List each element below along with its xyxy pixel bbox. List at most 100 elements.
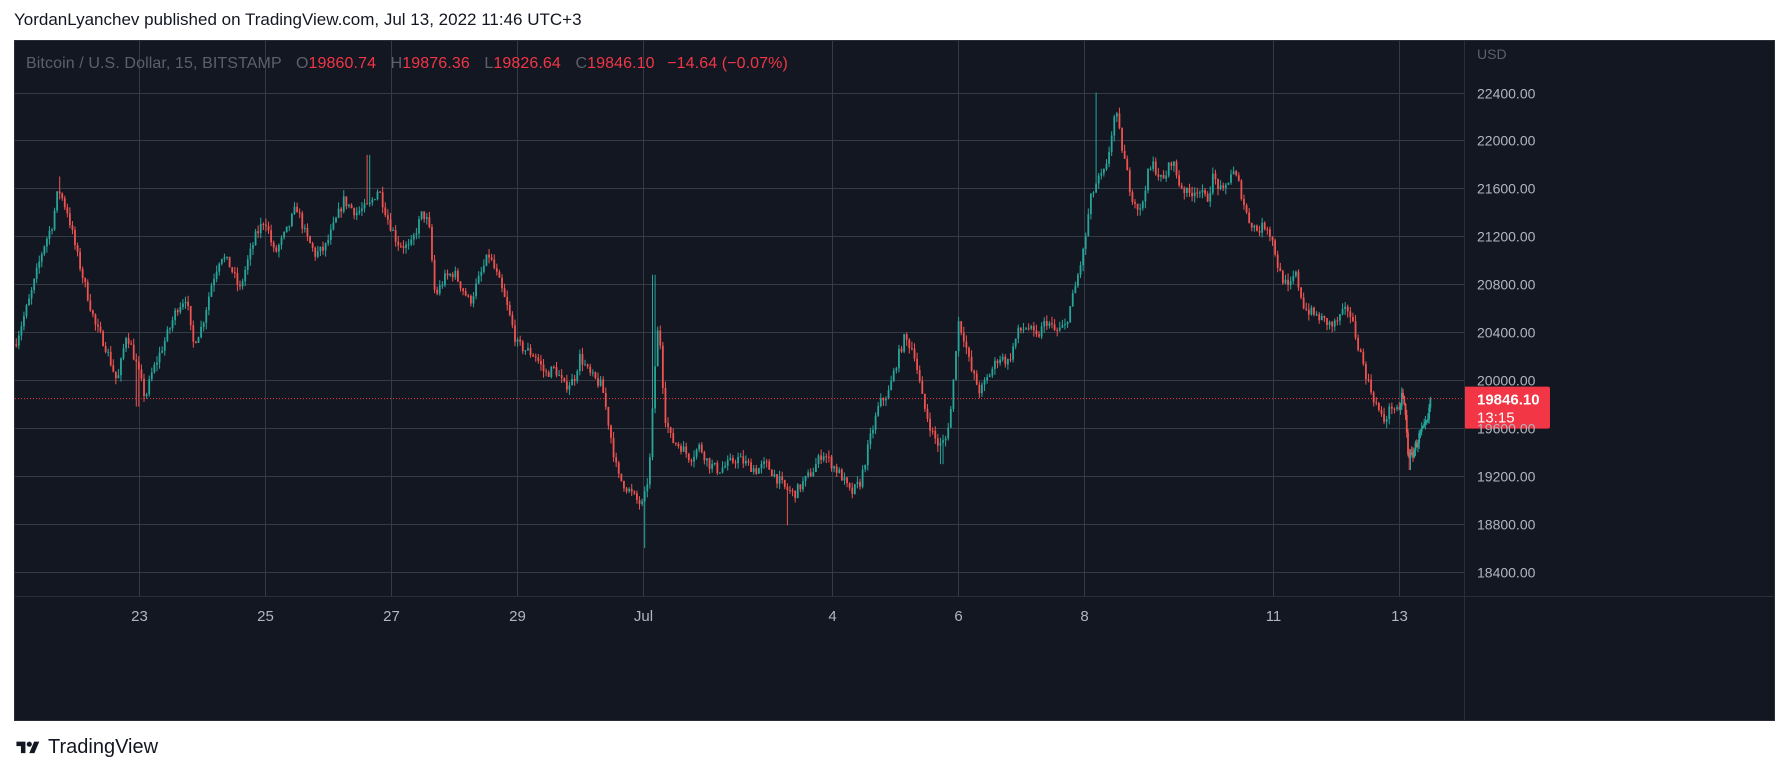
candle-body [633,491,636,494]
candle-body [194,341,197,343]
candle-body [571,379,573,386]
candle-body [1074,285,1077,294]
candle-body [807,472,810,476]
candle-body [949,408,952,428]
time-tick-label: 25 [257,608,274,625]
candle-body [272,242,275,248]
candle-body [1276,254,1279,268]
candle-body [30,290,33,299]
candle-body [996,360,999,363]
candle-body [1284,279,1287,284]
candle-body [415,233,418,235]
candle-body [1409,452,1412,459]
candle-body [1245,205,1248,213]
candle-body [1123,150,1126,159]
candle-body [768,461,771,470]
candle-body [830,456,833,469]
chart-panel[interactable]: 19846.10 13:15 18400.00 18800.00 19200.00 19… [14,40,1775,721]
candle-body [1227,182,1230,185]
candle-body [1136,203,1139,210]
candle-body [918,369,921,382]
candle-body [994,360,996,369]
time-tick-label: 13 [1391,608,1408,625]
candle-body [257,231,260,234]
grid-lines [15,41,1464,596]
candle-body [713,462,716,465]
candle-body [1141,201,1144,209]
candle-body [685,446,688,454]
candle-body [17,335,20,346]
candle-body [872,429,874,434]
candle-body [1292,275,1295,282]
candle-body [981,384,983,394]
candle-body [853,484,856,494]
candle-body [682,446,685,452]
candle-body [1001,356,1004,360]
candle-body [955,351,957,380]
symbol-label: Bitcoin / U.S. Dollar, 15, BITSTAMP [26,55,282,72]
candle-body [490,257,493,260]
candle-body [1266,229,1269,231]
publisher-caption: YordanLyanchev published on TradingView.… [14,10,582,29]
candle-body [61,193,64,199]
candle-body [102,331,104,347]
tradingview-logo[interactable]: TradingView [14,736,158,759]
candle-body [428,217,431,228]
price-tick-label: 21200.00 [1477,229,1536,245]
price-tick-label: 18800.00 [1477,517,1536,533]
candle-body [1243,199,1245,206]
candle-body [501,277,503,289]
candle-body [646,484,649,492]
candle-body [700,444,703,453]
candle-body [348,204,350,207]
candle-body [1318,314,1321,321]
candle-body [848,483,851,488]
candle-body [615,457,618,463]
candle-body [986,376,989,381]
high-value: 19876.36 [402,55,470,72]
candle-body [555,367,558,376]
candle-body [56,191,59,211]
candle-body [1084,235,1087,249]
candle-body [202,322,205,327]
candle-body [563,377,566,382]
candle-body [1027,328,1030,330]
candle-body [1287,279,1289,285]
candle-body [1388,406,1391,420]
candle-body [262,223,265,225]
candle-body [773,474,776,477]
candle-body [765,461,768,463]
candle-body [1082,248,1085,266]
candle-body [661,345,664,388]
candle-body [1198,192,1201,194]
candle-body [1375,402,1378,404]
time-tick-label: 11 [1266,608,1282,625]
time-tick-label: 27 [383,608,400,625]
candle-body [182,303,184,308]
candle-body [978,384,981,394]
candle-body [20,326,23,336]
candle-body [322,246,324,251]
candle-body [350,204,353,209]
candle-body [1372,392,1375,403]
candle-body [812,471,815,477]
candle-body [1191,192,1193,197]
candle-body [1030,326,1033,329]
candle-body [638,499,641,504]
candle-body [1147,169,1149,191]
candle-body [659,330,662,346]
candle-body [1323,315,1326,319]
candle-body [589,366,592,373]
candle-body [999,359,1002,363]
candle-body [441,285,444,287]
candle-body [913,348,916,359]
candle-body [874,415,877,430]
candle-body [851,487,854,494]
candle-body [132,344,135,360]
candle-body [864,465,867,470]
candle-body [617,462,620,474]
candle-body [1201,190,1204,193]
candle-body [506,296,509,305]
candle-body [249,248,252,260]
